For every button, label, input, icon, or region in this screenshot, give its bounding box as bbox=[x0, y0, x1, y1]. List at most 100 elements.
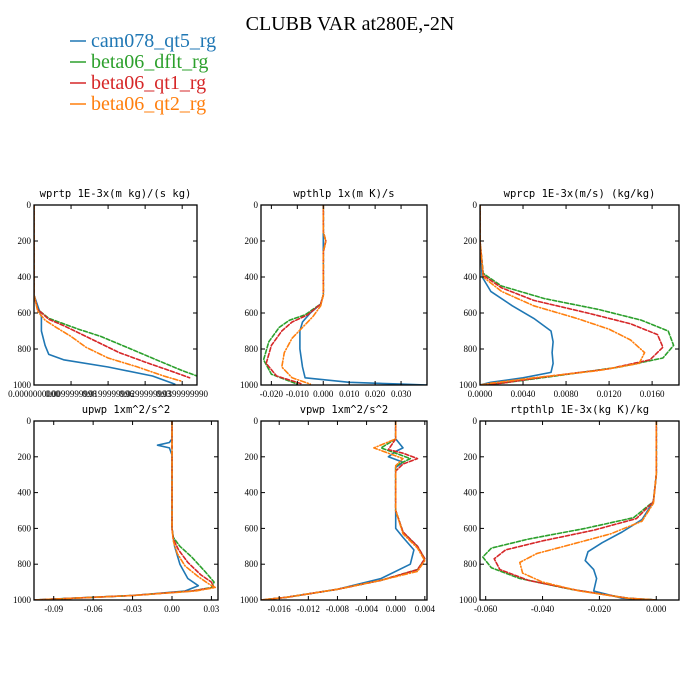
plot-frame bbox=[33, 204, 198, 386]
y-tick-label: 800 bbox=[245, 344, 259, 354]
x-tick-label: -0.040 bbox=[531, 604, 555, 614]
y-tick-label: 0 bbox=[473, 200, 478, 210]
y-tick-label: 800 bbox=[18, 344, 32, 354]
series-group bbox=[481, 421, 658, 600]
x-tick-label: -0.004 bbox=[355, 604, 379, 614]
panel-6: rtpthlp 1E-3x(kg K)/kg02004006008001000-… bbox=[459, 404, 680, 614]
y-tick-label: 400 bbox=[245, 488, 259, 498]
x-tick-label: -0.008 bbox=[326, 604, 350, 614]
x-tick-label: 0.000 bbox=[386, 604, 407, 614]
x-tick-label: -0.020 bbox=[588, 604, 612, 614]
legend-label-cam078_qt5_rg: cam078_qt5_rg bbox=[91, 30, 216, 52]
x-tick-label: 0.004 bbox=[415, 604, 436, 614]
series-line-beta06_qt2_rg bbox=[261, 421, 426, 600]
y-tick-label: 400 bbox=[464, 272, 478, 282]
y-tick-label: 400 bbox=[464, 488, 478, 498]
x-tick-label: 0.000 bbox=[646, 604, 667, 614]
x-tick-label: 0.020 bbox=[365, 389, 386, 399]
y-tick-label: 1000 bbox=[459, 380, 478, 390]
y-tick-label: 0 bbox=[27, 200, 32, 210]
panel-title: upwp 1xm^2/s^2 bbox=[82, 404, 171, 416]
figure-title: CLUBB VAR at280E,-2N bbox=[246, 13, 455, 35]
x-tick-label: 0.000 bbox=[313, 389, 334, 399]
x-tick-label: 0.0099999998 bbox=[45, 389, 97, 399]
x-tick-label: 0.0000 bbox=[468, 389, 493, 399]
y-tick-label: 200 bbox=[18, 236, 32, 246]
y-tick-label: 200 bbox=[245, 236, 259, 246]
panel-title: wprtp 1E-3x(m kg)/(s kg) bbox=[40, 188, 192, 200]
series-group bbox=[34, 421, 217, 600]
x-tick-label: 0.0399999990 bbox=[156, 389, 208, 399]
x-tick-label: -0.020 bbox=[260, 389, 284, 399]
y-tick-label: 0 bbox=[254, 200, 259, 210]
panel-title: vpwp 1xm^2/s^2 bbox=[300, 404, 389, 416]
y-tick-label: 400 bbox=[245, 272, 259, 282]
legend-label-beta06_qt2_rg: beta06_qt2_rg bbox=[91, 93, 206, 115]
x-tick-label: 0.0080 bbox=[554, 389, 579, 399]
y-tick-label: 400 bbox=[18, 272, 32, 282]
plot-frame bbox=[33, 420, 219, 601]
y-tick-label: 200 bbox=[18, 452, 32, 462]
y-tick-label: 600 bbox=[464, 523, 478, 533]
legend-label-beta06_dflt_rg: beta06_dflt_rg bbox=[91, 51, 208, 73]
y-tick-label: 600 bbox=[464, 308, 478, 318]
plot-frame bbox=[479, 420, 680, 601]
series-group bbox=[480, 205, 675, 385]
x-tick-label: 0.03 bbox=[204, 604, 220, 614]
y-tick-label: 1000 bbox=[240, 595, 259, 605]
x-tick-label: -0.06 bbox=[84, 604, 103, 614]
x-tick-label: -0.03 bbox=[123, 604, 142, 614]
series-line-beta06_qt2_rg bbox=[480, 205, 646, 385]
y-tick-label: 800 bbox=[245, 559, 259, 569]
panel-2: wpthlp 1x(m K)/s 0 200 400 600 800 1000-0.020-… bbox=[240, 188, 428, 399]
y-tick-label: 1000 bbox=[13, 595, 32, 605]
x-tick-label: -0.060 bbox=[474, 604, 498, 614]
series-line-beta06_qt2_rg bbox=[518, 421, 658, 600]
y-tick-label: 1000 bbox=[459, 595, 478, 605]
y-tick-label: 400 bbox=[18, 488, 32, 498]
panel-3: wprcp 1E-3x(m/s) (kg/kg) 0 200 400 600 800 100… bbox=[459, 188, 680, 399]
series-line-cam078_qt5_rg bbox=[261, 421, 415, 600]
legend: cam078_qt5_rgbeta06_dflt_rgbeta06_qt1_rg… bbox=[70, 30, 216, 115]
y-tick-label: 600 bbox=[245, 523, 259, 533]
y-tick-label: 1000 bbox=[240, 380, 259, 390]
x-tick-label: -0.09 bbox=[44, 604, 63, 614]
x-tick-label: 0.0160 bbox=[640, 389, 665, 399]
x-tick-label: 0.010 bbox=[339, 389, 360, 399]
y-tick-label: 0 bbox=[27, 416, 32, 426]
x-tick-label: 0.0040 bbox=[511, 389, 536, 399]
series-line-beta06_qt2_rg bbox=[280, 205, 327, 385]
y-tick-label: 600 bbox=[18, 308, 32, 318]
panel-title: rtpthlp 1E-3x(kg K)/kg bbox=[510, 404, 649, 416]
y-tick-label: 0 bbox=[473, 416, 478, 426]
x-tick-label: -0.012 bbox=[297, 604, 320, 614]
x-tick-label: 0.030 bbox=[391, 389, 412, 399]
y-tick-label: 800 bbox=[464, 559, 478, 569]
x-tick-label: -0.016 bbox=[268, 604, 292, 614]
panel-4: upwp 1xm^2/s^2 0 200 400 600 800 1000 -0.09 -0.0… bbox=[13, 404, 220, 614]
x-tick-label: 0.0000000000 bbox=[8, 389, 60, 399]
series-group bbox=[262, 205, 427, 385]
x-tick-label: -0.010 bbox=[286, 389, 310, 399]
x-tick-label: 0.00 bbox=[164, 604, 180, 614]
y-tick-label: 800 bbox=[464, 344, 478, 354]
panel-title: wprcp 1E-3x(m/s) (kg/kg) bbox=[504, 188, 656, 200]
panel-1: wprtp 1E-3x(m kg)/(s kg) 0 200 400 600 800 100… bbox=[8, 188, 208, 399]
legend-label-beta06_qt1_rg: beta06_qt1_rg bbox=[91, 72, 206, 94]
y-tick-label: 200 bbox=[245, 452, 259, 462]
panel-5: vpwp 1xm^2/s^2 0 200 400 600 800 1000 -0.016 -0.… bbox=[240, 404, 435, 614]
y-tick-label: 200 bbox=[464, 452, 478, 462]
series-group bbox=[261, 421, 426, 600]
plot-frame bbox=[260, 420, 428, 601]
series-line-beta06_qt2_rg bbox=[34, 421, 217, 600]
x-tick-label: 0.0199999996 bbox=[82, 389, 134, 399]
y-tick-label: 0 bbox=[254, 416, 259, 426]
series-group bbox=[34, 205, 197, 385]
y-tick-label: 600 bbox=[245, 308, 259, 318]
y-tick-label: 800 bbox=[18, 559, 32, 569]
series-line-beta06_qt2_rg bbox=[34, 205, 183, 383]
y-tick-label: 1000 bbox=[13, 380, 32, 390]
plot-frame bbox=[479, 204, 680, 386]
series-line-cam078_qt5_rg bbox=[34, 205, 176, 385]
